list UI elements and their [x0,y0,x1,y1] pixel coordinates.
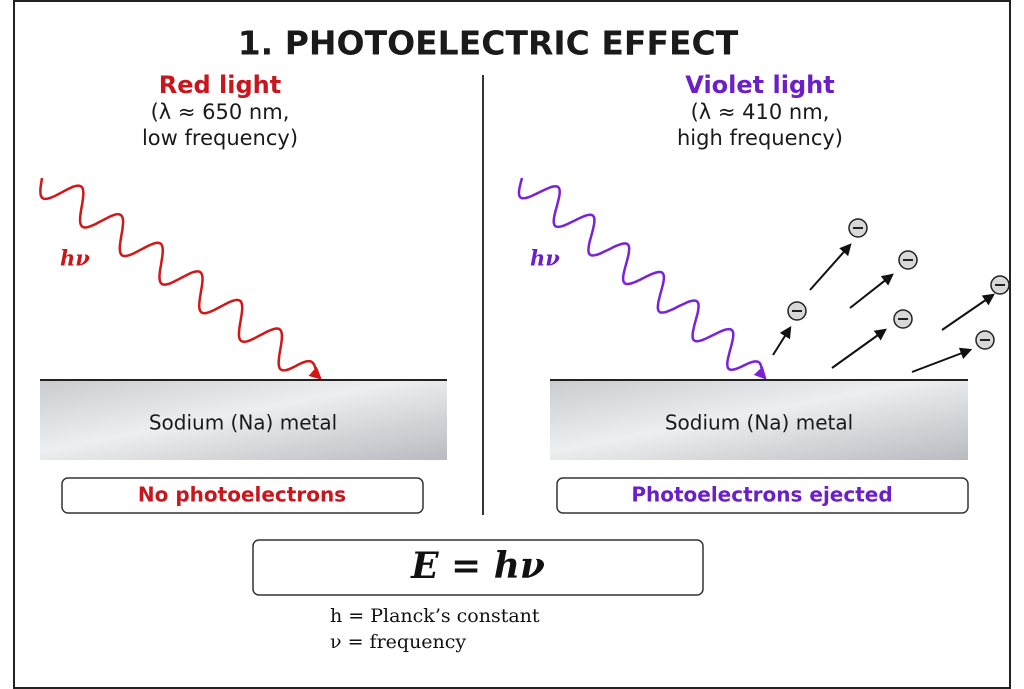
detail: (λ ≈ 650 nm, [151,100,290,124]
legend-line: h = Planck’s constant [330,605,540,627]
electrons [773,219,1009,372]
detail: low frequency) [142,126,298,150]
equation: E = hν [410,545,545,587]
heading: Violet light [685,71,834,99]
detail: high frequency) [677,126,843,150]
photon-label: hν [530,246,560,271]
heading: Red light [159,71,281,99]
electron-arrow [810,245,850,290]
result: Photoelectrons ejected [631,483,892,507]
electron-arrow [942,295,993,330]
metal-label: Sodium (Na) metal [149,411,337,435]
result: No photoelectrons [138,483,346,507]
photon-wave [519,178,765,378]
legend-line: ν = frequency [330,631,466,653]
photon-wave [40,178,320,378]
metal-label: Sodium (Na) metal [665,411,853,435]
photon-label: hν [60,246,90,271]
diagram: 1. PHOTOELECTRIC EFFECT Red light (λ ≈ 6… [0,0,1024,689]
title: 1. PHOTOELECTRIC EFFECT [238,24,739,63]
electron-arrow [912,350,970,372]
electron-arrow [850,275,892,308]
electron-arrow [773,328,790,355]
electron-arrow [832,330,885,368]
detail: (λ ≈ 410 nm, [691,100,830,124]
